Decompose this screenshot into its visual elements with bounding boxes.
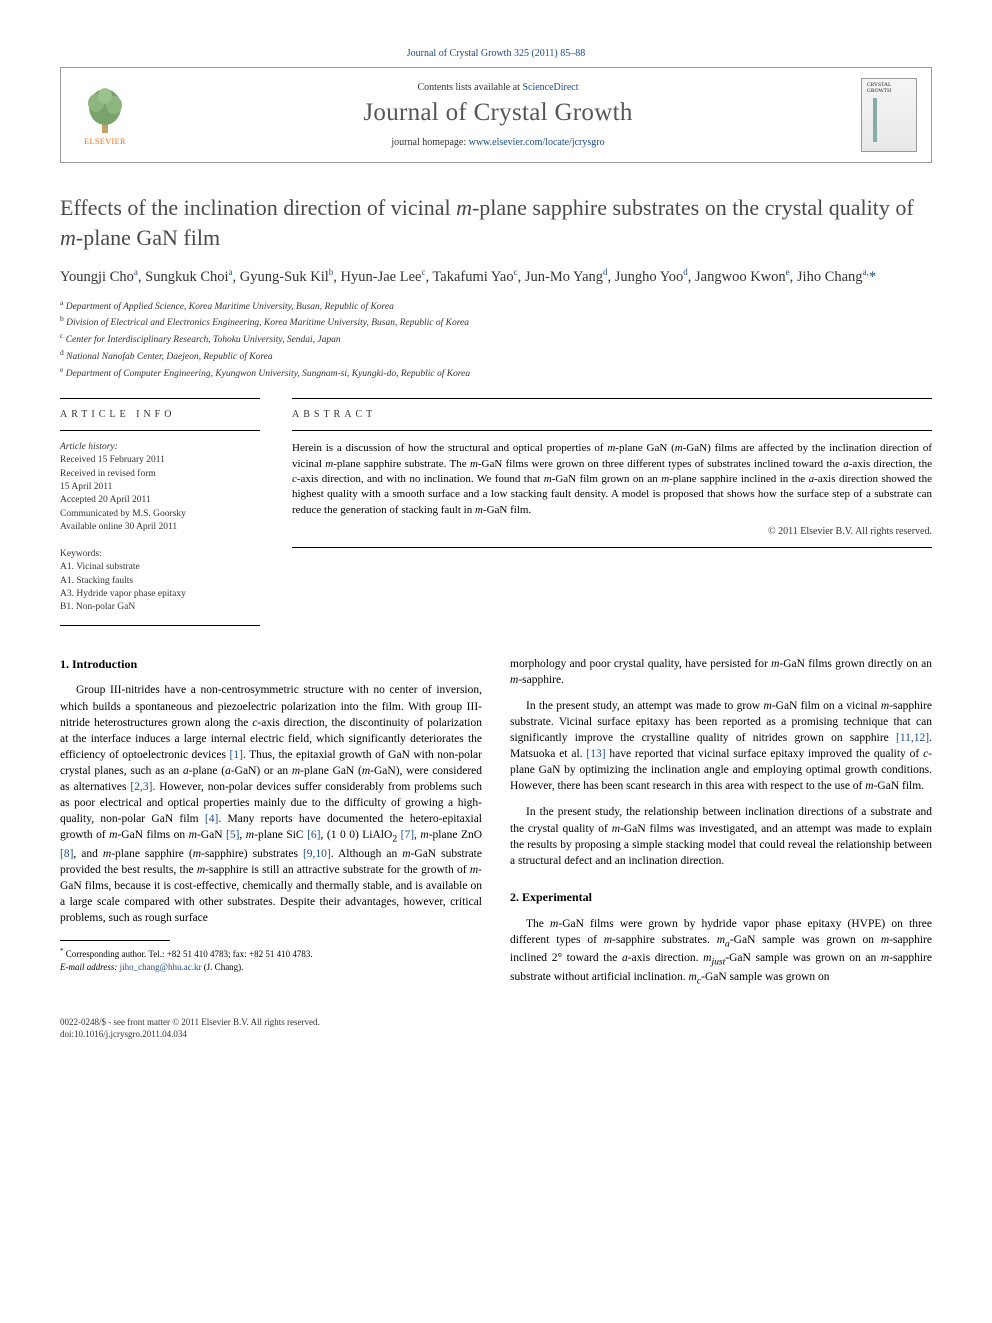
- history-line: 15 April 2011: [60, 481, 260, 494]
- article-title: Effects of the inclination direction of …: [60, 193, 932, 252]
- email-line: E-mail address: jiho_chang@hhu.ac.kr (J.…: [60, 961, 482, 973]
- journal-cover-thumb: CRYSTAL GROWTH: [861, 78, 917, 152]
- header-center: Contents lists available at ScienceDirec…: [135, 82, 861, 148]
- footer-line-1: 0022-0248/$ - see front matter © 2011 El…: [60, 1016, 932, 1028]
- keywords-label: Keywords:: [60, 548, 260, 561]
- abstract-rule-bottom: [292, 547, 932, 548]
- body-columns: 1. Introduction Group III-nitrides have …: [60, 656, 932, 998]
- history-line: Received in revised form: [60, 468, 260, 481]
- affil-sup: e: [60, 365, 63, 374]
- col2-paragraph-2: In the present study, an attempt was mad…: [510, 698, 932, 795]
- homepage-prefix: journal homepage:: [391, 137, 468, 148]
- intro-heading: 1. Introduction: [60, 656, 482, 673]
- abstract-rule-top: [292, 398, 932, 399]
- keyword: A1. Vicinal substrate: [60, 561, 260, 574]
- history-line: Received 15 February 2011: [60, 454, 260, 467]
- article-info-column: ARTICLE INFO Article history: Received 1…: [60, 398, 260, 636]
- intro-paragraph-1: Group III-nitrides have a non-centrosymm…: [60, 682, 482, 926]
- corresponding-author-footnote: * Corresponding author. Tel.: +82 51 410…: [60, 947, 482, 972]
- col2-paragraph-3: In the present study, the relationship b…: [510, 804, 932, 868]
- authors: Youngji Choa, Sungkuk Choia, Gyung-Suk K…: [60, 266, 932, 287]
- info-abstract-row: ARTICLE INFO Article history: Received 1…: [60, 398, 932, 636]
- cover-bar-graphic: [873, 98, 877, 142]
- experimental-heading: 2. Experimental: [510, 889, 932, 906]
- sciencedirect-link[interactable]: ScienceDirect: [522, 82, 578, 93]
- elsevier-text: ELSEVIER: [84, 137, 126, 146]
- history-line: Available online 30 April 2011: [60, 521, 260, 534]
- elsevier-logo: ELSEVIER: [75, 80, 135, 150]
- homepage-line: journal homepage: www.elsevier.com/locat…: [135, 137, 861, 148]
- abstract-column: ABSTRACT Herein is a discussion of how t…: [292, 398, 932, 636]
- contents-available: Contents lists available at ScienceDirec…: [135, 82, 861, 93]
- affiliation-b: b Division of Electrical and Electronics…: [60, 314, 932, 331]
- footnote-separator: [60, 940, 170, 941]
- affil-text: Division of Electrical and Electronics E…: [66, 319, 469, 329]
- article-history: Article history: Received 15 February 20…: [60, 441, 260, 534]
- affiliation-a: a Department of Applied Science, Korea M…: [60, 298, 932, 315]
- experimental-paragraph-1: The m-GaN films were grown by hydride va…: [510, 916, 932, 988]
- email-link[interactable]: jiho_chang@hhu.ac.kr: [120, 962, 202, 972]
- affiliation-e: e Department of Computer Engineering, Ky…: [60, 365, 932, 382]
- email-person: (J. Chang).: [204, 962, 244, 972]
- affil-sup: c: [60, 331, 63, 340]
- affil-text: Department of Computer Engineering, Kyun…: [66, 369, 470, 379]
- corr-text: Corresponding author. Tel.: +82 51 410 4…: [66, 949, 313, 959]
- keyword: A3. Hydride vapor phase epitaxy: [60, 588, 260, 601]
- homepage-link[interactable]: www.elsevier.com/locate/jcrysgro: [469, 137, 605, 148]
- journal-citation: Journal of Crystal Growth 325 (2011) 85–…: [60, 48, 932, 59]
- affiliation-d: d National Nanofab Center, Daejeon, Repu…: [60, 348, 932, 365]
- article-info-label: ARTICLE INFO: [60, 409, 260, 420]
- page-footer: 0022-0248/$ - see front matter © 2011 El…: [60, 1016, 932, 1040]
- affil-sup: d: [60, 348, 64, 357]
- journal-citation-link[interactable]: Journal of Crystal Growth 325 (2011) 85–…: [407, 48, 586, 59]
- affil-text: National Nanofab Center, Daejeon, Republ…: [66, 352, 273, 362]
- history-line: Accepted 20 April 2011: [60, 494, 260, 507]
- history-line: Communicated by M.S. Goorsky: [60, 508, 260, 521]
- keyword: B1. Non-polar GaN: [60, 601, 260, 614]
- affil-text: Department of Applied Science, Korea Mar…: [66, 302, 394, 312]
- keywords-block: Keywords: A1. Vicinal substrate A1. Stac…: [60, 548, 260, 614]
- journal-name: Journal of Crystal Growth: [135, 99, 861, 127]
- body-column-right: morphology and poor crystal quality, hav…: [510, 656, 932, 998]
- affil-sup: b: [60, 314, 64, 323]
- elsevier-tree-icon: [84, 85, 126, 135]
- affiliation-c: c Center for Interdisciplinary Research,…: [60, 331, 932, 348]
- corr-line: * Corresponding author. Tel.: +82 51 410…: [60, 947, 482, 960]
- journal-header-box: ELSEVIER Contents lists available at Sci…: [60, 67, 932, 163]
- info-rule-top: [60, 398, 260, 399]
- abstract-copyright: © 2011 Elsevier B.V. All rights reserved…: [292, 526, 932, 537]
- body-column-left: 1. Introduction Group III-nitrides have …: [60, 656, 482, 998]
- affil-sup: a: [60, 298, 63, 307]
- abstract-text: Herein is a discussion of how the struct…: [292, 441, 932, 518]
- info-rule-bottom: [60, 625, 260, 626]
- abstract-rule-2: [292, 430, 932, 431]
- footer-line-2: doi:10.1016/j.jcrysgro.2011.04.034: [60, 1028, 932, 1040]
- info-rule-2: [60, 430, 260, 431]
- keyword: A1. Stacking faults: [60, 575, 260, 588]
- cover-label-2: GROWTH: [865, 88, 891, 94]
- affil-text: Center for Interdisciplinary Research, T…: [66, 336, 341, 346]
- history-label: Article history:: [60, 441, 260, 454]
- col2-continuation: morphology and poor crystal quality, hav…: [510, 656, 932, 688]
- affiliations: a Department of Applied Science, Korea M…: [60, 298, 932, 383]
- contents-text: Contents lists available at: [417, 82, 522, 93]
- abstract-label: ABSTRACT: [292, 409, 932, 420]
- email-label: E-mail address:: [60, 962, 117, 972]
